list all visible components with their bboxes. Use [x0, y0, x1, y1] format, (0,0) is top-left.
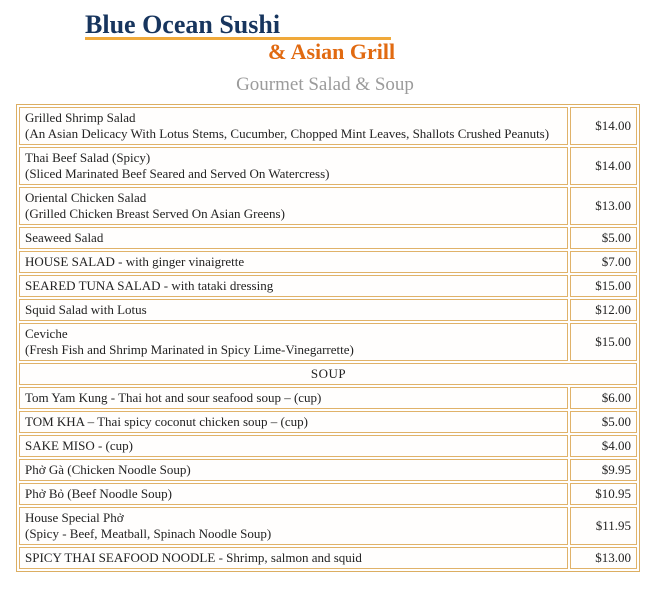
- menu-item-name: House Special Phở: [25, 510, 124, 525]
- menu-item-price: $7.00: [570, 251, 637, 273]
- menu-item-cell: Seaweed Salad: [19, 227, 568, 249]
- menu-item-name: HOUSE SALAD - with ginger vinaigrette: [25, 254, 245, 269]
- menu-item-name: TOM KHA – Thai spicy coconut chicken sou…: [25, 414, 308, 429]
- menu-item-cell: TOM KHA – Thai spicy coconut chicken sou…: [19, 411, 568, 433]
- restaurant-logo-subtitle: & Asian Grill: [268, 39, 396, 64]
- logo-underline: [85, 37, 391, 40]
- menu-item-cell: Thai Beef Salad (Spicy) (Sliced Marinate…: [19, 147, 568, 185]
- menu-item-price: $15.00: [570, 275, 637, 297]
- menu-item-price: $4.00: [570, 435, 637, 457]
- menu-item-price: $14.00: [570, 147, 637, 185]
- menu-item-description: (Spicy - Beef, Meatball, Spinach Noodle …: [25, 526, 272, 541]
- menu-item-name: Oriental Chicken Salad: [25, 190, 147, 205]
- menu-item-cell: Squid Salad with Lotus: [19, 299, 568, 321]
- menu-item-name: Phở Bỏ (Beef Noodle Soup): [25, 486, 172, 501]
- menu-table-wrapper: Grilled Shrimp Salad (An Asian Delicacy …: [16, 104, 640, 572]
- menu-item-price: $12.00: [570, 299, 637, 321]
- menu-item-cell: Phở Bỏ (Beef Noodle Soup): [19, 483, 568, 505]
- menu-item-cell: Grilled Shrimp Salad (An Asian Delicacy …: [19, 107, 568, 145]
- menu-item-price: $6.00: [570, 387, 637, 409]
- menu-item-name: Squid Salad with Lotus: [25, 302, 147, 317]
- menu-item-name: SPICY THAI SEAFOOD NOODLE - Shrimp, salm…: [25, 550, 362, 565]
- menu-item-cell: Phở Gà (Chicken Noodle Soup): [19, 459, 568, 481]
- menu-item-name: Ceviche: [25, 326, 68, 341]
- menu-item-row: HOUSE SALAD - with ginger vinaigrette $7…: [19, 251, 637, 273]
- menu-item-row: Phở Bỏ (Beef Noodle Soup) $10.95: [19, 483, 637, 505]
- menu-item-row: Oriental Chicken Salad (Grilled Chicken …: [19, 187, 637, 225]
- menu-item-cell: Oriental Chicken Salad (Grilled Chicken …: [19, 187, 568, 225]
- menu-item-price: $10.95: [570, 483, 637, 505]
- menu-item-name: SEARED TUNA SALAD - with tataki dressing: [25, 278, 274, 293]
- menu-item-row: SEARED TUNA SALAD - with tataki dressing…: [19, 275, 637, 297]
- menu-item-row: Phở Gà (Chicken Noodle Soup) $9.95: [19, 459, 637, 481]
- menu-item-name: SAKE MISO - (cup): [25, 438, 133, 453]
- menu-item-cell: Ceviche (Fresh Fish and Shrimp Marinated…: [19, 323, 568, 361]
- menu-item-price: $5.00: [570, 411, 637, 433]
- menu-item-name: Grilled Shrimp Salad: [25, 110, 136, 125]
- menu-item-cell: House Special Phở (Spicy - Beef, Meatbal…: [19, 507, 568, 545]
- menu-item-name: Tom Yam Kung - Thai hot and sour seafood…: [25, 390, 322, 405]
- menu-table: Grilled Shrimp Salad (An Asian Delicacy …: [16, 104, 640, 572]
- menu-item-row: TOM KHA – Thai spicy coconut chicken sou…: [19, 411, 637, 433]
- menu-item-price: $15.00: [570, 323, 637, 361]
- menu-item-price: $5.00: [570, 227, 637, 249]
- menu-item-row: Grilled Shrimp Salad (An Asian Delicacy …: [19, 107, 637, 145]
- menu-item-name: Phở Gà (Chicken Noodle Soup): [25, 462, 191, 477]
- menu-item-description: (Sliced Marinated Beef Seared and Served…: [25, 166, 330, 181]
- menu-item-description: (Fresh Fish and Shrimp Marinated in Spic…: [25, 342, 354, 357]
- menu-item-row: Ceviche (Fresh Fish and Shrimp Marinated…: [19, 323, 637, 361]
- menu-item-row: Tom Yam Kung - Thai hot and sour seafood…: [19, 387, 637, 409]
- menu-item-row: Seaweed Salad $5.00: [19, 227, 637, 249]
- menu-item-name: Thai Beef Salad (Spicy): [25, 150, 151, 165]
- menu-item-price: $14.00: [570, 107, 637, 145]
- menu-item-cell: SPICY THAI SEAFOOD NOODLE - Shrimp, salm…: [19, 547, 568, 569]
- menu-item-price: $13.00: [570, 547, 637, 569]
- menu-section-row: SOUP: [19, 363, 637, 385]
- page-section-title: Gourmet Salad & Soup: [236, 74, 414, 95]
- menu-table-body: Grilled Shrimp Salad (An Asian Delicacy …: [19, 107, 637, 569]
- menu-item-description: (Grilled Chicken Breast Served On Asian …: [25, 206, 285, 221]
- menu-item-row: SPICY THAI SEAFOOD NOODLE - Shrimp, salm…: [19, 547, 637, 569]
- menu-item-cell: SAKE MISO - (cup): [19, 435, 568, 457]
- menu-item-price: $9.95: [570, 459, 637, 481]
- restaurant-logo-title: Blue Ocean Sushi: [85, 10, 281, 39]
- menu-section-header: SOUP: [19, 363, 637, 385]
- menu-item-price: $13.00: [570, 187, 637, 225]
- menu-item-name: Seaweed Salad: [25, 230, 104, 245]
- menu-item-row: SAKE MISO - (cup) $4.00: [19, 435, 637, 457]
- menu-item-cell: SEARED TUNA SALAD - with tataki dressing: [19, 275, 568, 297]
- menu-item-cell: Tom Yam Kung - Thai hot and sour seafood…: [19, 387, 568, 409]
- menu-item-row: Thai Beef Salad (Spicy) (Sliced Marinate…: [19, 147, 637, 185]
- menu-item-price: $11.95: [570, 507, 637, 545]
- menu-item-description: (An Asian Delicacy With Lotus Stems, Cuc…: [25, 126, 550, 141]
- menu-item-row: House Special Phở (Spicy - Beef, Meatbal…: [19, 507, 637, 545]
- menu-item-cell: HOUSE SALAD - with ginger vinaigrette: [19, 251, 568, 273]
- menu-item-row: Squid Salad with Lotus $12.00: [19, 299, 637, 321]
